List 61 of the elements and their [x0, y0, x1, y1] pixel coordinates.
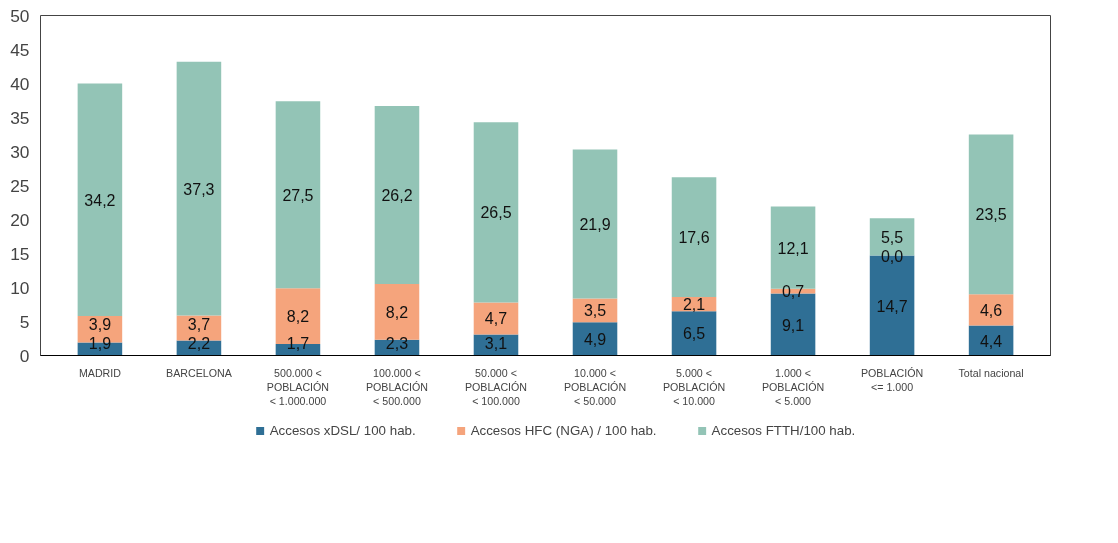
data-label: 5,5: [880, 228, 904, 246]
data-label: 12,1: [777, 239, 809, 257]
data-label: 6,5: [682, 325, 706, 343]
bar: [77, 83, 123, 317]
y-tick-label: 0: [19, 345, 30, 366]
bar: [968, 294, 1014, 326]
y-tick-label: 50: [10, 5, 30, 26]
data-label: 26,5: [480, 204, 512, 222]
bar: [473, 122, 519, 303]
y-tick-label: 45: [10, 39, 30, 60]
data-label: 2,1: [682, 296, 706, 314]
x-tick-label: 10.000 < POBLACIÓN < 50.000: [563, 366, 627, 408]
data-label: 3,5: [583, 302, 607, 320]
data-label: 8,2: [286, 308, 310, 326]
x-tick-label: 5.000 < POBLACIÓN < 10.000: [662, 366, 726, 408]
data-label: 8,2: [385, 303, 409, 321]
bar: [572, 149, 618, 299]
data-label: 2,3: [385, 334, 409, 352]
bar: [968, 134, 1014, 295]
data-label: 1,7: [286, 334, 310, 352]
data-label: 17,6: [678, 229, 710, 247]
data-label: 26,2: [381, 187, 413, 205]
bar: [671, 177, 717, 298]
data-label: 27,5: [282, 186, 314, 204]
data-label: 3,9: [88, 316, 112, 334]
data-label: 4,7: [484, 310, 508, 328]
x-tick-label: 1.000 < POBLACIÓN < 5.000: [761, 366, 825, 408]
bar: [176, 61, 222, 316]
y-tick-label: 20: [10, 209, 30, 230]
bar: [275, 101, 321, 289]
legend-label: Accesos FTTH/100 hab.: [711, 422, 856, 438]
data-label: 3,1: [484, 334, 508, 352]
legend-label: Accesos xDSL/ 100 hab.: [269, 422, 416, 438]
data-label: 3,7: [187, 316, 211, 334]
data-label: 21,9: [579, 215, 611, 233]
y-tick-label: 25: [10, 175, 30, 196]
x-tick-label: POBLACIÓN <= 1.000: [860, 366, 924, 393]
x-tick-label: BARCELONA: [166, 366, 233, 379]
x-tick-label: Total nacional: [958, 366, 1024, 379]
y-tick-label: 15: [10, 243, 30, 264]
y-tick-label: 35: [10, 107, 30, 128]
data-label: 4,6: [979, 301, 1003, 319]
x-tick-label: 50.000 < POBLACIÓN < 100.000: [464, 366, 528, 408]
y-tick-label: 5: [19, 311, 30, 332]
y-tick-label: 10: [10, 277, 30, 298]
bar: [374, 105, 420, 285]
data-label: 23,5: [975, 206, 1007, 224]
data-label: 34,2: [84, 191, 116, 209]
y-tick-label: 30: [10, 141, 30, 162]
data-label: 37,3: [183, 180, 215, 198]
x-tick-label: 500.000 < POBLACIÓN < 1.000.000: [266, 366, 330, 408]
x-tick-label: 100.000 < POBLACIÓN < 500.000: [365, 366, 429, 408]
x-tick-label: MADRID: [78, 366, 122, 379]
bar: [473, 302, 519, 335]
bar: [671, 311, 717, 356]
legend-label: Accesos HFC (NGA) / 100 hab.: [470, 422, 657, 438]
data-label: 14,7: [876, 297, 908, 315]
data-label: 4,9: [583, 330, 607, 348]
y-tick-label: 40: [10, 73, 30, 94]
data-label: 4,4: [979, 332, 1003, 350]
data-label: 9,1: [781, 316, 805, 334]
